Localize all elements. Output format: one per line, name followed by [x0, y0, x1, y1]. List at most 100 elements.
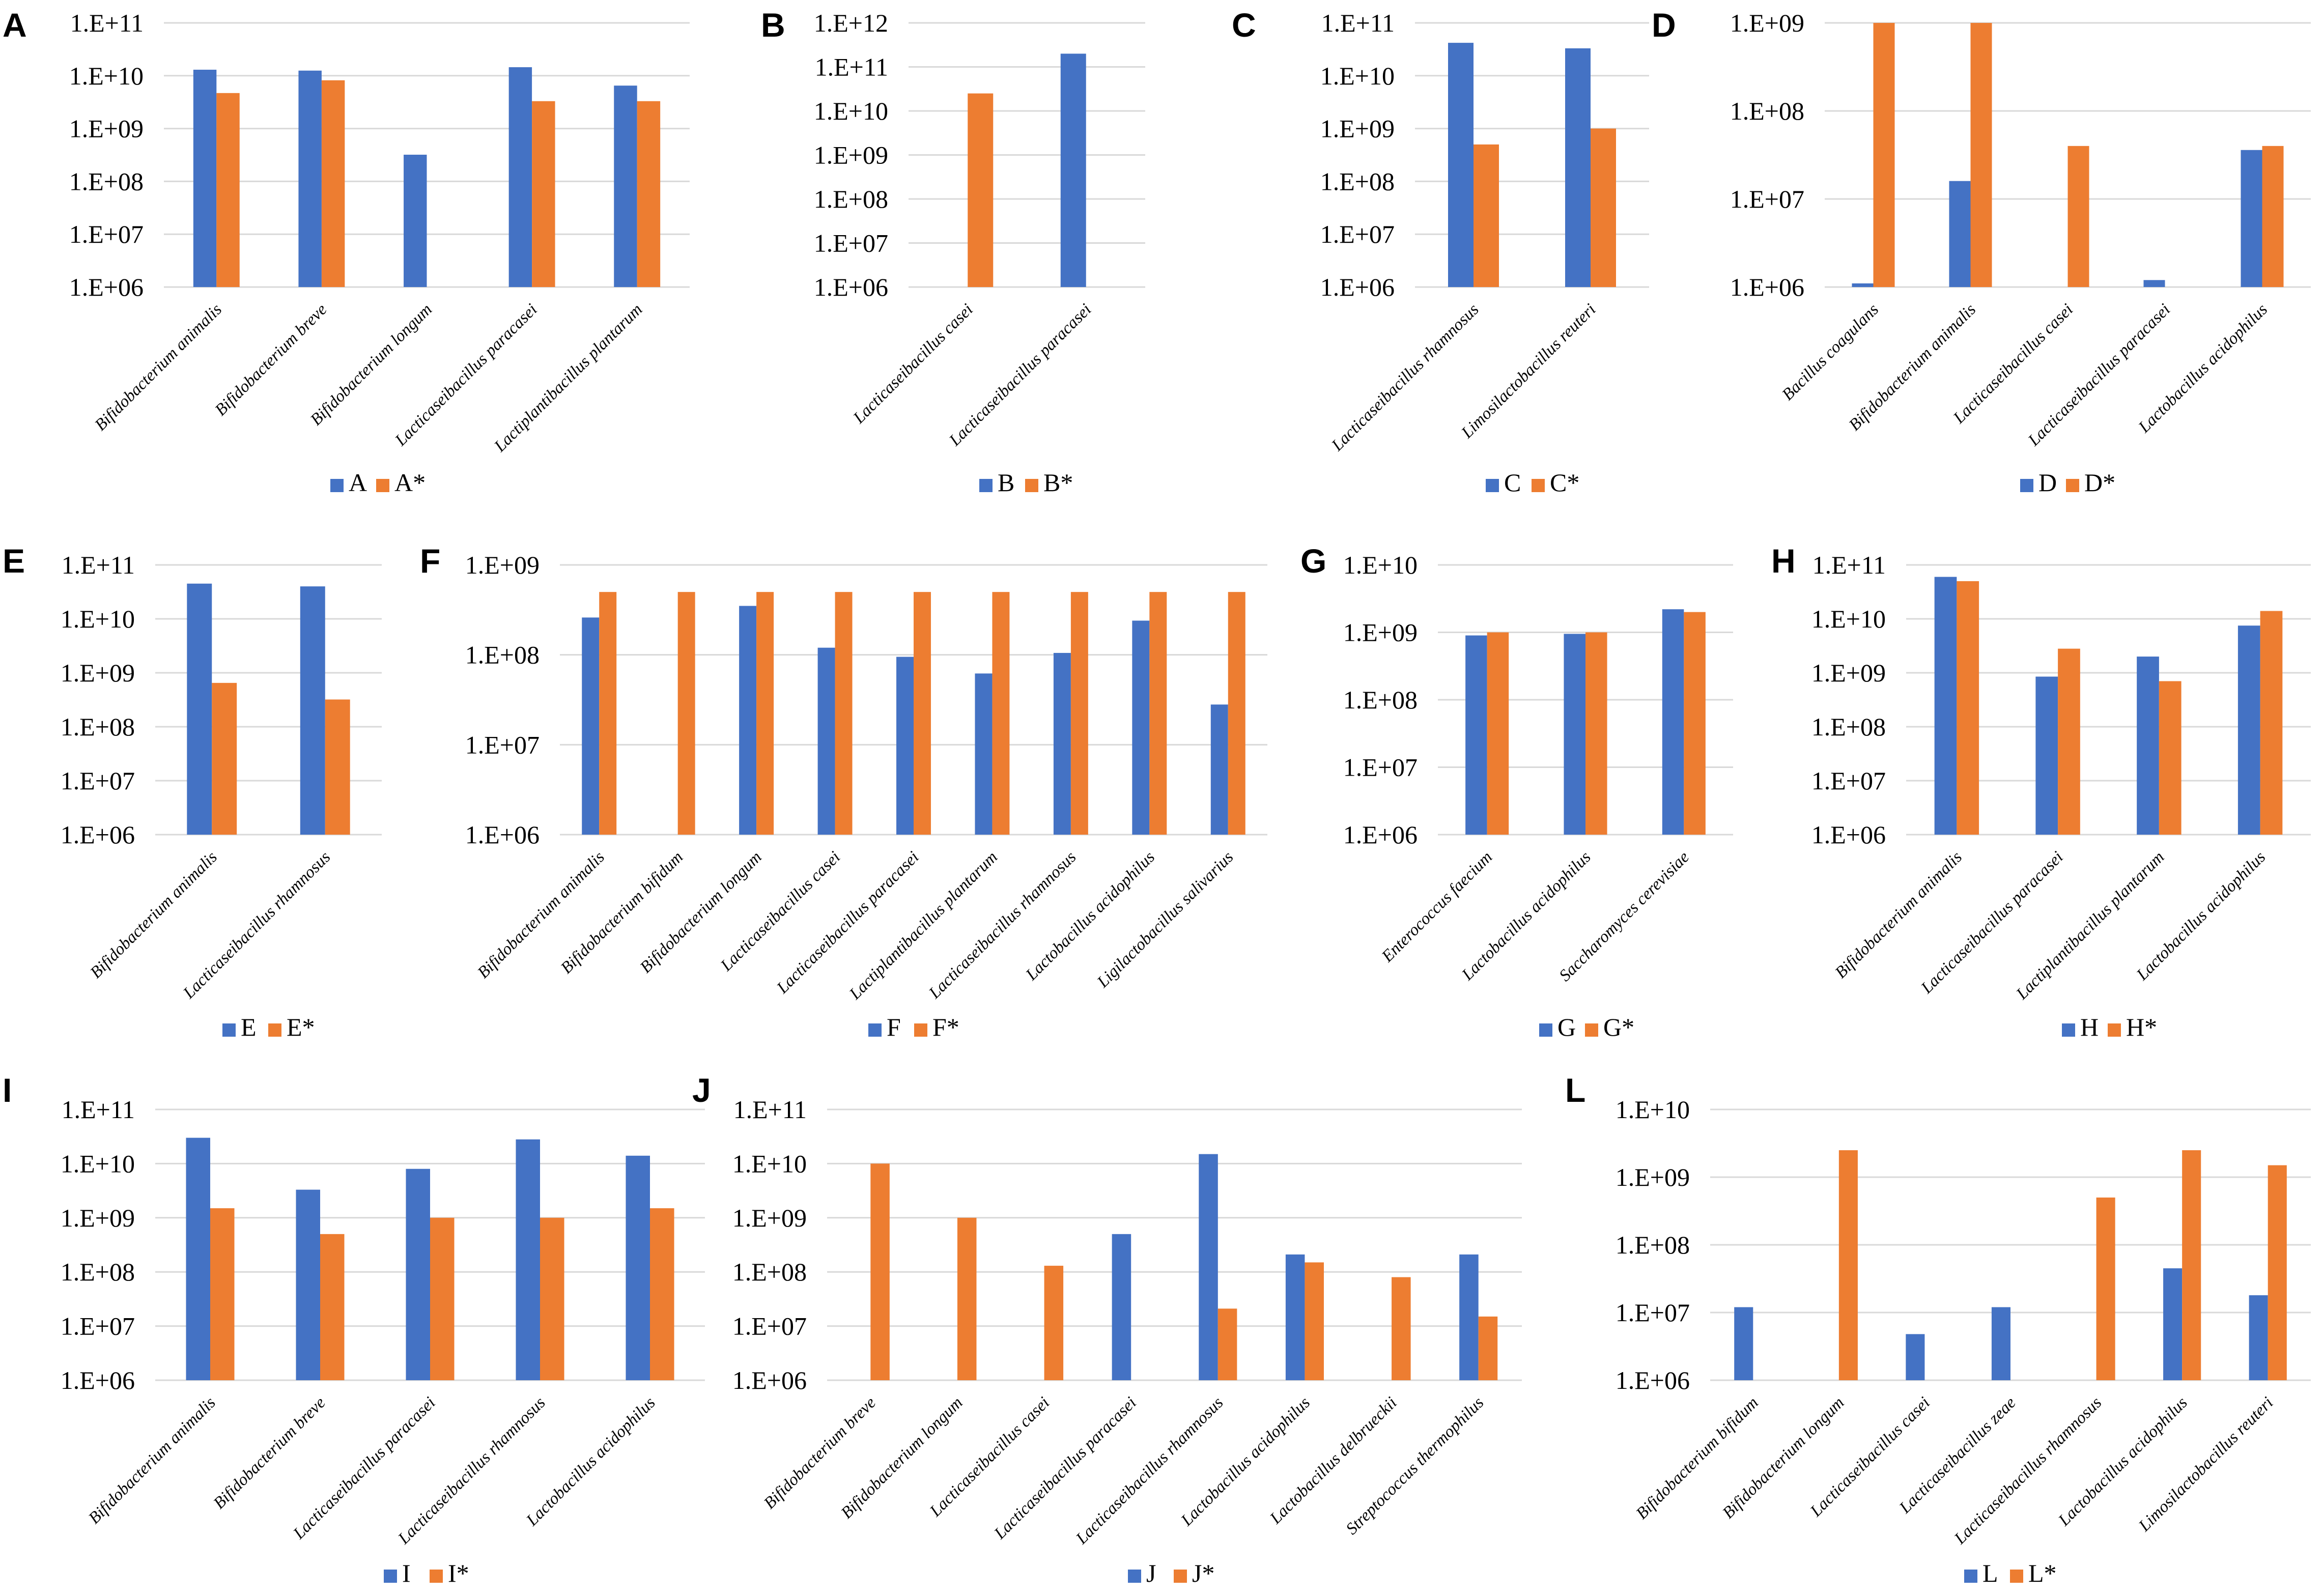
panel-c-bar-c-limosilactobacillus-reuteri — [1565, 48, 1591, 287]
panel-d-bar-d-bacillus-coagulans — [1873, 23, 1895, 287]
panel-f-bar-f-lacticaseibacillus-rhamnosus — [1053, 652, 1071, 835]
panel-d-bar-d-bacillus-coagulans — [1852, 283, 1874, 287]
panel-e-legend-swatch-e — [268, 1023, 281, 1037]
panel-e-bar-e-bifidobacterium-animalis — [187, 583, 212, 835]
panel-e-ytick-label: 1.E+10 — [61, 605, 135, 633]
panel-b-bar-b-lacticaseibacillus-paracasei — [1060, 53, 1086, 287]
panel-e-bar-e-lacticaseibacillus-rhamnosus — [300, 586, 325, 835]
panel-c-bar-c-lacticaseibacillus-rhamnosus — [1474, 144, 1499, 287]
panel-j-legend-swatch-j — [1174, 1570, 1187, 1583]
panel-j-bar-j-streptococcus-thermophilus — [1459, 1254, 1479, 1380]
panel-j-ytick-label: 1.E+11 — [733, 1095, 807, 1124]
panel-f-bar-f-lacticaseibacillus-rhamnosus — [1070, 592, 1088, 835]
panel-i-bar-i-lactobacillus-acidophilus — [650, 1208, 674, 1380]
panel-l-letter: L — [1565, 1071, 1585, 1109]
panel-b-ytick-label: 1.E+10 — [814, 97, 888, 125]
panel-j-bar-j-lacticaseibacillus-casei — [1044, 1266, 1064, 1380]
panel-d-legend-label: D* — [2084, 468, 2115, 497]
panel-f-bar-f-bifidobacterium-longum — [739, 606, 757, 835]
panel-f-legend-label: F* — [932, 1013, 959, 1041]
panel-b-legend-label: B* — [1043, 468, 1073, 497]
panel-c-bar-c-lacticaseibacillus-rhamnosus — [1448, 43, 1474, 287]
panel-h-ytick-label: 1.E+08 — [1811, 712, 1886, 741]
panel-f-bar-f-ligilactobacillus-salivarius — [1210, 704, 1228, 835]
panel-f-ytick-label: 1.E+08 — [465, 641, 540, 669]
panel-e-category-label: Bifidobacterium animalis — [87, 848, 221, 982]
panel-l-bar-l-limosilactobacillus-reuteri — [2268, 1165, 2287, 1380]
panel-f-category-label: Lacticaseibacillus rhamnosus — [925, 848, 1080, 1003]
panel-l-ytick-label: 1.E+10 — [1616, 1095, 1690, 1124]
panel-g-legend-label: G* — [1603, 1013, 1634, 1041]
panel-b-ytick-label: 1.E+09 — [814, 141, 888, 169]
panel-j-ytick-label: 1.E+08 — [732, 1258, 807, 1286]
panel-i-bar-i-lacticaseibacillus-rhamnosus — [516, 1139, 540, 1380]
panel-d-category-label: Bacillus coagulans — [1778, 300, 1882, 404]
panel-i-ytick-label: 1.E+07 — [61, 1312, 135, 1341]
panel-j-ytick-label: 1.E+09 — [732, 1204, 807, 1232]
panel-f-bar-f-lactiplantibacillus-plantarum — [992, 592, 1010, 835]
panel-l-ytick-label: 1.E+09 — [1616, 1163, 1690, 1191]
panel-c-letter: C — [1232, 6, 1256, 44]
panel-d: D 1.E+06 1.E+07 1.E+08 1.E+09 Bacillus coagul… — [1652, 6, 2311, 497]
panel-i-ytick-label: 1.E+10 — [61, 1149, 135, 1178]
panel-d-legend-swatch-d — [2066, 479, 2079, 492]
panel-f-legend-swatch-f — [868, 1023, 882, 1037]
panel-l-ytick-label: 1.E+06 — [1616, 1366, 1690, 1394]
panel-j-bar-j-lacticaseibacillus-rhamnosus — [1199, 1154, 1218, 1380]
panel-h-legend: H H* — [2062, 1013, 2157, 1041]
panel-g-ytick-label: 1.E+06 — [1343, 820, 1418, 849]
panel-a-category-label: Bifidobacterium breve — [212, 300, 331, 419]
panel-j-legend: J J* — [1128, 1559, 1214, 1587]
panel-c: C 1.E+06 1.E+07 1.E+08 1.E+09 1.E+10 1.E+11 Lac… — [1232, 6, 1649, 497]
panel-f-category-label: Lactiplantibacillus plantarum — [846, 848, 1002, 1004]
panel-a-legend-swatch-a — [330, 479, 344, 492]
panel-l-legend-swatch-l — [1964, 1570, 1977, 1583]
panel-f-ytick-label: 1.E+07 — [465, 730, 540, 759]
panel-d-letter: D — [1652, 6, 1676, 44]
panel-a-category-label: Bifidobacterium animalis — [92, 300, 225, 434]
panel-e-bar-e-bifidobacterium-animalis — [212, 682, 237, 835]
panel-g-legend-swatch-g — [1585, 1023, 1598, 1037]
panel-d-ytick-label: 1.E+07 — [1730, 185, 1804, 213]
panel-c-ytick-label: 1.E+10 — [1320, 62, 1395, 90]
panel-l-legend: L L* — [1964, 1559, 2057, 1587]
panel-f-bar-f-lacticaseibacillus-paracasei — [896, 657, 914, 835]
panel-e-bar-e-lacticaseibacillus-rhamnosus — [325, 699, 350, 835]
panel-i-bar-i-bifidobacterium-animalis — [186, 1137, 210, 1380]
panel-d-ytick-label: 1.E+08 — [1730, 97, 1804, 125]
panel-b-legend-label: B — [998, 468, 1014, 497]
panel-j-bar-j-lactobacillus-acidophilus — [1285, 1254, 1305, 1380]
panel-j-legend-swatch-j — [1128, 1570, 1141, 1583]
panel-i-ytick-label: 1.E+06 — [61, 1366, 135, 1394]
panel-e-legend-label: E* — [287, 1013, 315, 1041]
panel-g-bar-g-enterococcus-faecium — [1487, 632, 1509, 835]
panel-j-bar-j-lacticaseibacillus-paracasei — [1112, 1234, 1131, 1380]
panel-c-ytick-label: 1.E+07 — [1320, 220, 1395, 248]
panel-i-category-label: Lactobacillus acidophilus — [523, 1393, 659, 1530]
panel-a-legend-swatch-a — [376, 479, 389, 492]
panel-h-bar-h-lactiplantibacillus-plantarum — [2137, 657, 2159, 835]
panel-h-legend-label: H — [2080, 1013, 2099, 1041]
panel-a-category-label: Bifidobacterium longum — [307, 300, 436, 429]
panel-d-bar-d-lactobacillus-acidophilus — [2241, 150, 2262, 287]
panel-h-legend-swatch-h — [2062, 1023, 2075, 1037]
panel-h-bar-h-lactiplantibacillus-plantarum — [2159, 681, 2182, 835]
panel-d-legend: D D* — [2020, 468, 2115, 497]
panel-a-bar-a-bifidobacterium-longum — [404, 154, 427, 287]
panel-f-bar-f-bifidobacterium-animalis — [582, 617, 600, 835]
panel-f: F 1.E+06 1.E+07 1.E+08 1.E+09 Bifidobacterium… — [420, 542, 1267, 1041]
panel-g-bar-g-lactobacillus-acidophilus — [1564, 634, 1585, 835]
panel-a-ytick-label: 1.E+07 — [69, 220, 144, 248]
panel-a-ytick-label: 1.E+08 — [69, 167, 144, 195]
panel-h-ytick-label: 1.E+09 — [1811, 659, 1886, 687]
panel-l-bar-l-lacticaseibacillus-casei — [1906, 1334, 1925, 1380]
panel-l: L1.E+061.E+071.E+081.E+091.E+10Bifidobac… — [1565, 1071, 2311, 1587]
panel-h-legend-swatch-h — [2108, 1023, 2121, 1037]
panel-d-bar-d-lactobacillus-acidophilus — [2262, 146, 2284, 287]
panel-e-letter: E — [3, 542, 25, 580]
panel-i-bar-i-bifidobacterium-breve — [320, 1234, 345, 1380]
panel-h-legend-label: H* — [2126, 1013, 2157, 1041]
panel-d-bar-d-bifidobacterium-animalis — [1949, 181, 1971, 287]
panel-g-legend-label: G — [1557, 1013, 1576, 1041]
